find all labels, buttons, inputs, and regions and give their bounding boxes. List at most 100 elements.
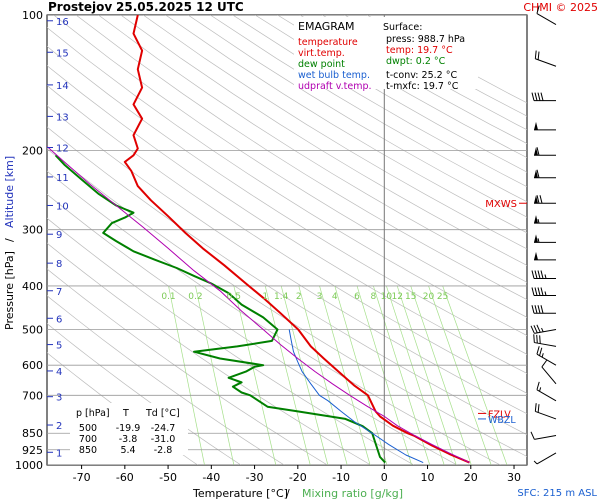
wind-barb [530,324,557,334]
mixing-ratio-line [264,285,311,465]
barb-full [533,334,535,343]
altitude-tick-label: 12 [56,144,69,155]
altitude-tick-label: 4 [56,367,62,378]
mixing-ratio-line [195,285,235,465]
altitude-tick-label: 10 [56,201,69,212]
barb-full [536,147,540,156]
barb-full [534,305,538,314]
temperature-tick-label: -60 [116,471,134,484]
mixing-ratio-line [334,285,388,465]
barb-full [531,270,535,279]
wind-barb [534,169,556,179]
table-cell: -24.7 [151,423,176,434]
mixing-ratio-label: 0.2 [188,292,202,302]
pressure-tick-label: 200 [22,144,43,157]
table-cell: 500 [79,423,97,434]
altitude-tick-label: 1 [56,448,62,459]
surface-dwpt: dwpt: 0.2 °C [386,56,446,67]
temperature-tick-label: -50 [159,471,177,484]
temperature-tick-label: -70 [73,471,91,484]
altitude-tick-label: 11 [56,173,69,184]
dry-adiabat [210,15,527,203]
barb-pennant [534,195,538,204]
mixing-ratio-label: 4 [332,292,338,302]
barb-full [540,287,544,296]
wind-barb [531,305,556,314]
barb-half [539,387,542,392]
barb-half [541,327,544,332]
barb-full [537,51,540,60]
dry-adiabat [47,65,527,374]
surface-temp: temp: 19.7 °C [386,45,453,56]
table-cell: -3.8 [119,434,138,445]
series-temperature [123,15,470,464]
pressure-tick-label: 600 [22,359,43,372]
barb-staff [541,366,557,385]
mixing-ratio-label: 0.5 [227,292,241,302]
barb-full [531,92,535,101]
dry-adiabat [120,15,527,266]
x-axis-label-2: Mixing ratio [g/kg] [302,487,403,500]
wind-barb [534,403,557,420]
table-cell: -19.9 [116,423,141,434]
mixing-ratio-line [168,285,205,465]
surface-tconv: t-conv: 25.2 °C [386,70,457,81]
dry-adiabat [47,105,527,415]
surface-heading: Surface: [383,22,422,33]
pressure-tick-label: 500 [22,324,43,337]
barb-staff [536,389,557,402]
barb-full [537,404,540,413]
barb-full [537,270,541,279]
barb-full [530,431,535,440]
mixing-ratio-label: 10 [381,292,393,302]
barb-full [531,287,535,296]
barb-half [537,238,540,243]
marker-label: WBZL [488,415,516,426]
y-axis-label-2: Altitude [km] [3,156,16,228]
altitude-tick-label: 5 [56,341,62,352]
barb-staff [536,452,557,465]
wind-barbs [530,5,557,465]
mixing-ratio-label: 2 [296,292,302,302]
marker-label: MXWS [485,199,517,210]
wind-barb [536,346,557,366]
credit: CHMI © 2025 [523,1,598,14]
legend-entry: dew point [298,59,345,70]
wind-barb [533,334,557,347]
mixing-ratio-label: 15 [405,292,416,302]
mixing-ratio-label: 0.1 [161,292,175,302]
background-grid [47,15,527,465]
table-cell: -2.8 [154,445,173,456]
pressure-tick-label: 850 [22,427,43,440]
barb-full [540,270,544,279]
altitude-tick-label: 2 [56,421,62,432]
temperature-tick-label: -40 [202,471,220,484]
temperature-tick-label: -30 [246,471,264,484]
barb-full [534,287,538,296]
surface-tmxfc: t-mxfc: 19.7 °C [386,81,459,92]
levels-table-box [70,403,188,455]
barb-staff [534,342,557,347]
profiles [47,15,470,464]
mixing-ratio-line [386,285,445,465]
legend-entry: udpraft v.temp. [298,81,372,92]
wind-barb [534,215,556,224]
wind-barb [534,234,556,243]
wind-barb [536,5,557,25]
surface-box [380,17,478,89]
wind-barb [531,92,556,102]
mixing-ratio-line [410,285,472,465]
wind-barb [530,431,557,440]
mixing-ratio-label: 1 [262,292,268,302]
mixing-ratio-label: 1.4 [274,292,289,302]
barb-staff [536,353,557,366]
barb-pennant [534,251,538,260]
mixing-ratio-label: 8 [371,292,377,302]
barb-full [540,305,544,314]
barb-half [544,274,547,279]
legend-entry: virt.temp. [298,48,345,59]
legend-box [294,17,380,89]
barb-pennant [534,169,538,178]
